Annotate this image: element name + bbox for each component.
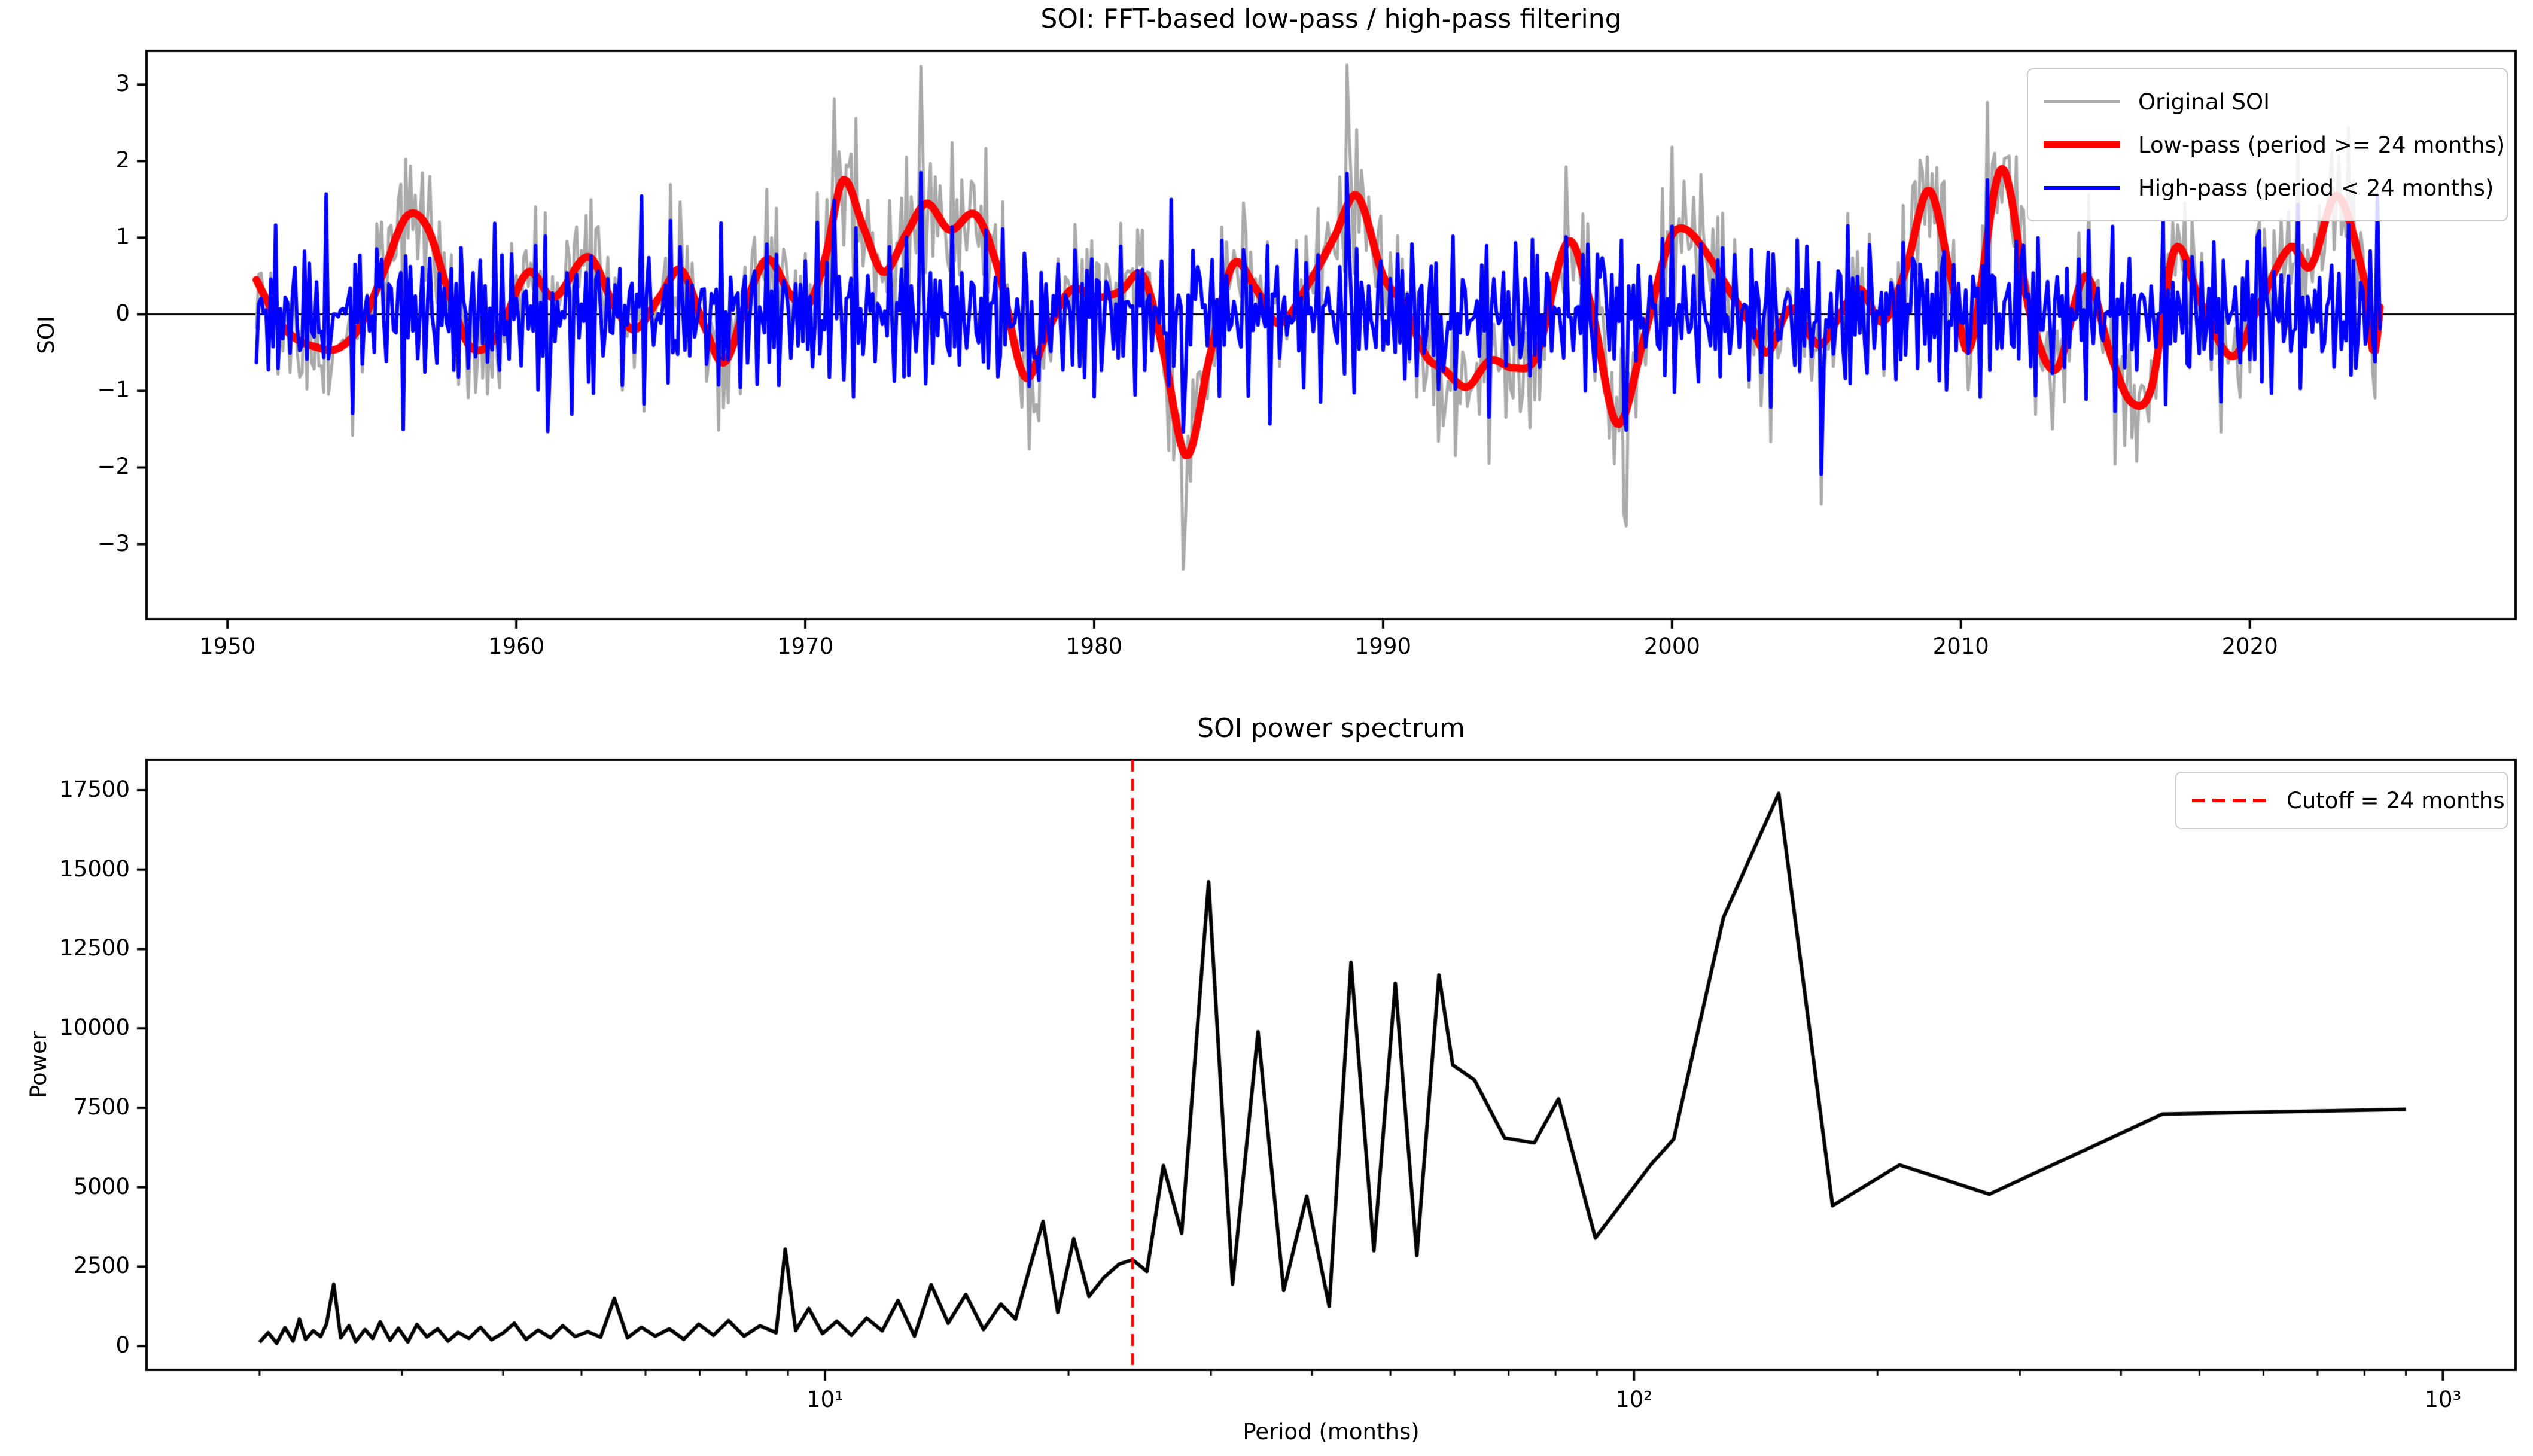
top-chart-title: SOI: FFT-based low-pass / high-pass filt… xyxy=(1040,4,1622,34)
top-y-tick-label: 1 xyxy=(115,224,130,250)
legend-label-original-soi: Original SOI xyxy=(2138,89,2270,115)
bottom-x-tick-label: 10² xyxy=(1615,1387,1653,1412)
bottom-y-tick-label: 12500 xyxy=(59,935,130,961)
top-x-tick-label: 2020 xyxy=(2221,633,2278,659)
legend-item-cutoff: Cutoff = 24 months xyxy=(2192,784,2505,817)
top-x-tick-label: 2000 xyxy=(1643,633,1700,659)
legend-label-low-pass: Low-pass (period >= 24 months) xyxy=(2138,132,2505,158)
top-y-tick-label: −3 xyxy=(97,530,130,556)
legend-label-cutoff: Cutoff = 24 months xyxy=(2287,787,2505,814)
top-x-tick-label: 2010 xyxy=(1932,633,1989,659)
bottom-chart-ylabel: Power xyxy=(26,1031,51,1098)
bottom-chart-xlabel: Period (months) xyxy=(1243,1419,1420,1445)
legend-item-low-pass: Low-pass (period >= 24 months) xyxy=(2044,123,2505,166)
power-spectrum-plot-area xyxy=(147,760,2516,1370)
legend-line-sample-low-pass xyxy=(2044,141,2120,148)
top-x-tick-label: 1950 xyxy=(199,633,256,659)
legend-item-high-pass: High-pass (period < 24 months) xyxy=(2044,166,2494,209)
bottom-chart-legend: Cutoff = 24 months xyxy=(2175,772,2508,829)
top-y-tick-label: −1 xyxy=(97,377,130,403)
top-y-tick-label: −2 xyxy=(97,453,130,480)
top-chart-legend: Original SOI Low-pass (period >= 24 mont… xyxy=(2027,68,2508,221)
top-x-tick-label: 1960 xyxy=(488,633,545,659)
bottom-y-tick-label: 2500 xyxy=(73,1253,130,1279)
bottom-y-tick-label: 0 xyxy=(115,1332,130,1358)
bottom-y-tick-label: 10000 xyxy=(59,1015,130,1041)
top-y-tick-label: 3 xyxy=(115,71,130,97)
bottom-x-tick-label: 10³ xyxy=(2424,1387,2462,1412)
legend-label-high-pass: High-pass (period < 24 months) xyxy=(2138,175,2494,201)
bottom-x-tick-label: 10¹ xyxy=(806,1387,844,1412)
legend-line-sample-high-pass xyxy=(2044,186,2120,190)
bottom-y-tick-label: 7500 xyxy=(73,1093,130,1120)
top-x-tick-label: 1990 xyxy=(1354,633,1411,659)
top-y-tick-label: 2 xyxy=(115,147,130,173)
legend-line-sample-original-soi xyxy=(2044,100,2120,103)
legend-item-original-soi: Original SOI xyxy=(2044,80,2491,123)
bottom-chart-title: SOI power spectrum xyxy=(1197,713,1465,744)
bottom-y-tick-label: 5000 xyxy=(73,1173,130,1199)
top-y-tick-label: 0 xyxy=(115,300,130,327)
top-x-tick-label: 1980 xyxy=(1065,633,1123,659)
legend-line-sample-cutoff xyxy=(2192,799,2269,802)
bottom-y-tick-label: 17500 xyxy=(59,776,130,802)
bottom-y-tick-label: 15000 xyxy=(59,855,130,882)
top-x-tick-label: 1970 xyxy=(777,633,834,659)
